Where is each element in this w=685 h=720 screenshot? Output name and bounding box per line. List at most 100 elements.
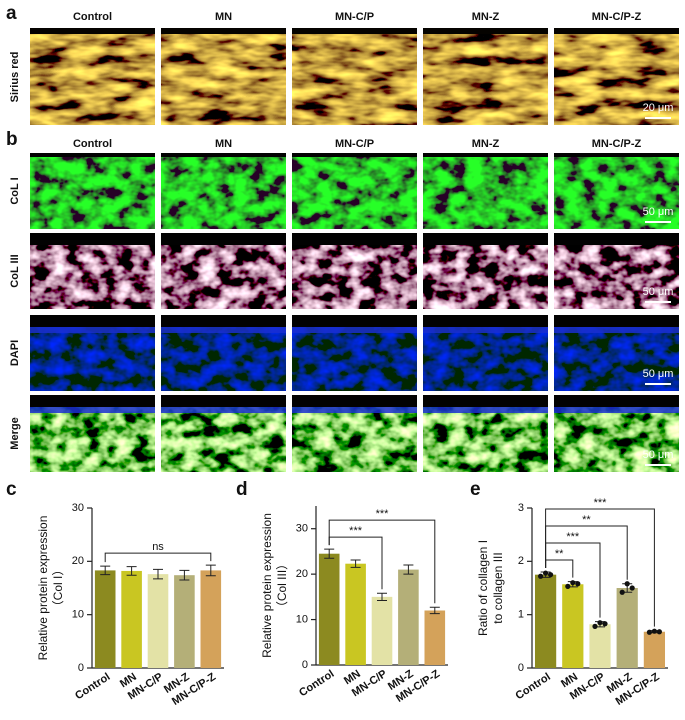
fluorescence-image [30,245,155,309]
data-point [548,572,554,578]
epidermis-band [161,327,286,333]
row-label: CoL III [9,254,21,287]
y-tick-label: 30 [72,502,84,514]
bar [398,569,419,665]
data-point [570,580,576,586]
y-tick-label: 0 [302,659,308,671]
row-label: CoL I [9,177,21,204]
significance-bracket [545,508,655,627]
significance-bracket [328,519,436,604]
fluorescence-image [292,327,417,391]
fluorescence-image [292,245,417,309]
fluorescence-image [554,245,679,309]
panel-letter: a [6,3,17,24]
fluorescence-image [292,157,417,229]
fluorescence-image [554,327,679,391]
y-tick-label: 3 [518,502,524,514]
fluorescence-image [161,245,286,309]
y-axis-label: to collagen III [491,552,505,623]
x-tick-label: Control [73,671,112,702]
data-point [629,585,635,591]
error-bar [205,564,216,577]
y-axis-label: Relative protein expression [260,513,274,658]
error-bar [179,569,190,581]
error-bar [403,564,414,575]
column-header: MN-C/P-Z [592,138,642,150]
significance-label: *** [376,508,390,520]
epidermis-band [423,407,548,413]
x-tick-label: Control [513,671,552,702]
bar [121,570,142,668]
error-bar [126,566,137,576]
sirius-red-image [30,34,155,125]
epidermis-band [161,407,286,413]
panel-letter: d [236,479,248,500]
significance-label: ** [555,548,564,560]
sirius-red-image [161,34,286,125]
y-tick-label: 20 [296,568,308,580]
fluorescence-image [423,407,548,472]
column-header: Control [73,138,112,150]
bar [147,574,169,668]
bar [94,570,116,668]
epidermis-band [30,327,155,333]
scale-bar-label: 50 μm [643,206,674,218]
error-bar [350,559,361,568]
y-axis-label: （Col I） [51,564,65,613]
fluorescence-image [30,157,155,229]
y-tick-label: 0 [518,662,524,674]
epidermis-band [292,407,417,413]
data-point [592,623,598,630]
data-point [624,581,630,587]
panel-letter: e [470,479,481,500]
y-tick-label: 10 [72,609,84,621]
bar [174,575,195,668]
fluorescence-image [161,157,286,229]
data-point [646,629,653,635]
data-point [602,621,608,627]
y-axis-label: Ratio of collagen I [476,540,490,636]
y-tick-label: 0 [78,662,84,674]
bar [424,610,446,665]
row-label: DAPI [9,340,21,366]
column-header: Control [73,11,112,23]
fluorescence-image [161,327,286,391]
scale-bar-label: 50 μm [643,449,674,461]
fluorescence-image [30,327,155,391]
significance-label: ns [152,541,164,553]
bar [200,570,222,668]
column-header: MN-Z [472,138,500,150]
fluorescence-image [30,407,155,472]
bar [643,631,666,668]
data-point [575,581,581,587]
bar [534,574,557,668]
bar [371,596,393,665]
y-tick-label: 2 [518,555,524,567]
y-tick-label: 20 [72,555,84,567]
error-bar [377,592,387,601]
sirius-red-image [292,34,417,125]
sirius-red-image [423,34,548,125]
fluorescence-image [554,407,679,472]
bar [616,588,638,668]
row-label: Merge [9,417,21,449]
x-tick-label: Control [297,668,336,699]
error-bar [429,606,440,615]
y-axis-label: Relative protein expression [36,516,50,661]
epidermis-band [30,407,155,413]
error-bar [100,565,111,576]
y-tick-label: 30 [296,523,308,535]
column-header: MN [215,11,232,23]
fluorescence-image [161,407,286,472]
panel-letter: c [6,479,17,500]
fluorescence-image [423,157,548,229]
significance-label: *** [566,531,580,543]
sirius-red-image [554,34,679,125]
fluorescence-image [423,245,548,309]
y-axis-label: （Col III） [275,558,289,613]
fluorescence-image [292,407,417,472]
bar [345,563,366,665]
column-header: MN [215,138,232,150]
column-header: MN-C/P-Z [592,11,642,23]
